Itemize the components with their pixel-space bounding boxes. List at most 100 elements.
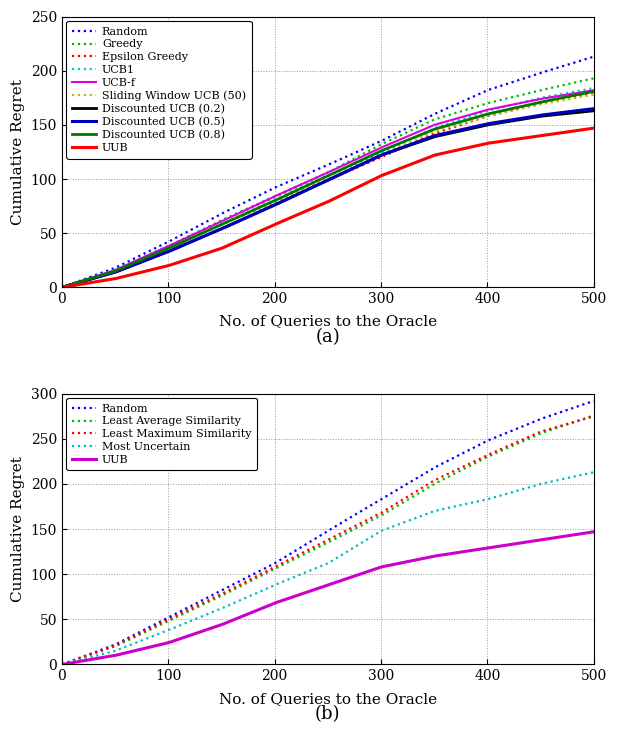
Discounted UCB (0.5) [58,283,66,292]
Most Uncertain [459,501,466,509]
UCB-f [413,128,421,137]
UCB-f [152,247,159,256]
UUB [299,208,307,217]
Legend: Random, Least Average Similarity, Least Maximum Similarity, Most Uncertain, UUB: Random, Least Average Similarity, Least … [66,398,257,471]
Greedy [590,74,598,83]
Least Average Similarity [371,514,379,523]
Greedy [58,283,66,292]
Most Uncertain [299,569,307,578]
UCB1 [413,132,421,141]
Random [459,97,466,106]
Epsilon Greedy [413,137,421,146]
Epsilon Greedy [590,88,598,97]
Random [413,119,421,127]
UCB1 [58,283,66,292]
Sliding Window UCB (50) [371,154,379,163]
UUB [590,124,598,132]
Sliding Window UCB (50) [413,135,421,143]
Least Maximum Similarity [413,487,421,496]
Discounted UCB (0.2) [299,187,307,196]
Sliding Window UCB (50) [590,90,598,99]
Greedy [371,143,379,152]
UCB1 [299,182,307,190]
Line: Least Maximum Similarity: Least Maximum Similarity [62,417,594,665]
Line: UUB: UUB [62,531,594,665]
Sliding Window UCB (50) [459,119,466,128]
Y-axis label: Cumulative Regret: Cumulative Regret [11,79,25,225]
Legend: Random, Greedy, Epsilon Greedy, UCB1, UCB-f, Sliding Window UCB (50), Discounted: Random, Greedy, Epsilon Greedy, UCB1, UC… [66,21,252,159]
Discounted UCB (0.5) [195,234,202,243]
Discounted UCB (0.5) [459,125,466,134]
Line: Discounted UCB (0.5): Discounted UCB (0.5) [62,108,594,288]
Least Maximum Similarity [299,548,307,557]
UUB [459,144,466,153]
Least Maximum Similarity [590,412,598,421]
Most Uncertain [58,660,66,669]
Random [195,221,202,230]
Least Average Similarity [195,602,202,611]
UUB [299,589,307,598]
Sliding Window UCB (50) [152,249,159,258]
UUB [58,283,66,292]
Least Average Similarity [413,490,421,498]
Discounted UCB (0.5) [299,187,307,196]
UCB-f [371,146,379,154]
UCB1 [371,151,379,160]
Least Average Similarity [590,411,598,419]
Random [152,619,159,628]
Epsilon Greedy [58,283,66,292]
Line: UCB-f: UCB-f [62,90,594,288]
Discounted UCB (0.8) [299,183,307,192]
Discounted UCB (0.5) [590,104,598,113]
Discounted UCB (0.2) [590,106,598,115]
UCB1 [152,247,159,256]
UUB [590,527,598,536]
UCB-f [590,86,598,94]
Least Maximum Similarity [371,512,379,520]
Most Uncertain [371,530,379,539]
Discounted UCB (0.2) [413,138,421,147]
Greedy [413,123,421,132]
Least Average Similarity [152,623,159,632]
Random [590,397,598,406]
Line: Most Uncertain: Most Uncertain [62,472,594,665]
Least Maximum Similarity [152,621,159,630]
Least Average Similarity [299,550,307,559]
UUB [413,157,421,166]
UUB [413,556,421,564]
Discounted UCB (0.2) [58,283,66,292]
Discounted UCB (0.8) [58,283,66,292]
Discounted UCB (0.2) [459,126,466,135]
Discounted UCB (0.8) [459,117,466,126]
Random [371,139,379,148]
Line: UUB: UUB [62,128,594,288]
Random [58,660,66,669]
Line: Epsilon Greedy: Epsilon Greedy [62,92,594,288]
Line: Sliding Window UCB (50): Sliding Window UCB (50) [62,94,594,288]
Line: Greedy: Greedy [62,78,594,288]
UUB [371,174,379,183]
UUB [195,251,202,260]
Greedy [195,227,202,236]
Random [299,542,307,550]
Text: (b): (b) [315,705,341,723]
Sliding Window UCB (50) [299,185,307,194]
UUB [152,264,159,273]
Least Average Similarity [58,660,66,669]
Line: Discounted UCB (0.8): Discounted UCB (0.8) [62,92,594,288]
Text: (a): (a) [315,328,340,346]
UUB [459,548,466,556]
Most Uncertain [152,630,159,639]
UUB [371,564,379,573]
Random [413,474,421,482]
Most Uncertain [413,513,421,522]
X-axis label: No. of Queries to the Oracle: No. of Queries to the Oracle [219,315,437,329]
Discounted UCB (0.8) [152,249,159,258]
Discounted UCB (0.2) [371,154,379,163]
Greedy [152,247,159,256]
Line: Random: Random [62,56,594,288]
Least Average Similarity [459,466,466,474]
Line: Least Average Similarity: Least Average Similarity [62,415,594,665]
UCB-f [299,179,307,188]
Discounted UCB (0.2) [195,234,202,243]
